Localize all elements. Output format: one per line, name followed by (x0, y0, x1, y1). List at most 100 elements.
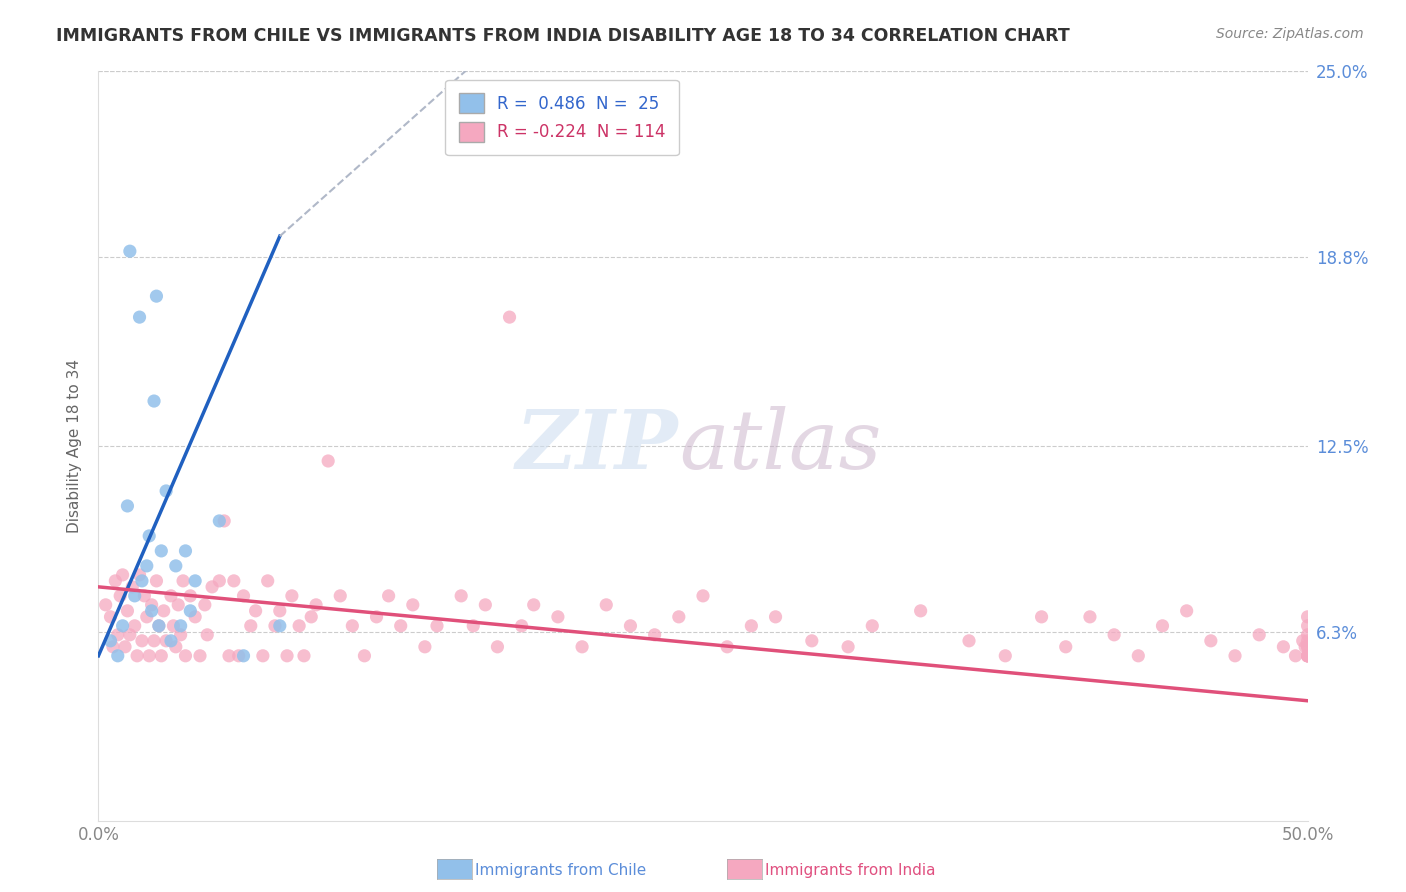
Point (1296, 648, 1319, 663)
Point (316, 454, 339, 468)
Point (138, 648, 160, 663)
Point (208, 514, 231, 528)
Point (131, 633, 153, 648)
Point (1249, 628, 1271, 642)
Point (138, 529, 160, 543)
Point (668, 610, 690, 624)
Point (111, 567, 134, 582)
Text: IMMIGRANTS FROM CHILE VS IMMIGRANTS FROM INDIA DISABILITY AGE 18 TO 34 CORRELATI: IMMIGRANTS FROM CHILE VS IMMIGRANTS FROM… (56, 27, 1070, 45)
Point (389, 619, 412, 633)
Point (169, 628, 191, 642)
Point (1102, 628, 1125, 642)
Point (474, 598, 496, 612)
Point (1296, 633, 1319, 648)
Point (201, 580, 224, 594)
Point (1296, 640, 1319, 654)
Point (413, 640, 436, 654)
Point (1296, 648, 1319, 663)
Text: ZIP: ZIP (516, 406, 679, 486)
Point (195, 628, 218, 642)
Point (228, 648, 250, 663)
Point (1284, 648, 1306, 663)
Point (155, 483, 177, 498)
Point (148, 619, 170, 633)
Point (179, 589, 201, 603)
Point (143, 394, 166, 409)
Point (104, 574, 127, 588)
Point (239, 619, 262, 633)
Point (1296, 610, 1319, 624)
Point (910, 604, 932, 618)
Point (212, 514, 235, 528)
Point (1292, 633, 1315, 648)
Point (571, 640, 593, 654)
Point (222, 574, 245, 588)
Point (155, 633, 177, 648)
Point (740, 619, 762, 633)
Point (1296, 640, 1319, 654)
Point (208, 574, 231, 588)
Text: Immigrants from Chile: Immigrants from Chile (475, 863, 647, 878)
Point (800, 633, 823, 648)
Point (184, 610, 207, 624)
Point (124, 619, 146, 633)
Point (134, 589, 156, 603)
Point (152, 604, 174, 618)
Point (245, 604, 267, 618)
Point (150, 544, 173, 558)
Point (100, 610, 122, 624)
Point (264, 619, 287, 633)
Point (1128, 648, 1150, 663)
Point (107, 628, 129, 642)
Point (232, 648, 254, 663)
Point (128, 310, 150, 325)
Point (1272, 640, 1295, 654)
Point (121, 580, 143, 594)
Point (160, 589, 183, 603)
Point (486, 640, 509, 654)
Point (269, 619, 291, 633)
Point (172, 574, 194, 588)
Point (124, 589, 146, 603)
Point (118, 244, 141, 259)
Point (366, 610, 388, 624)
Point (143, 633, 166, 648)
Text: Source: ZipAtlas.com: Source: ZipAtlas.com (1216, 27, 1364, 41)
Point (619, 619, 641, 633)
Point (184, 574, 207, 588)
Point (860, 619, 883, 633)
Point (1296, 619, 1319, 633)
Point (1175, 604, 1198, 618)
Point (135, 610, 157, 624)
Point (299, 610, 322, 624)
Point (765, 610, 787, 624)
Point (94, 598, 117, 612)
Point (1296, 648, 1319, 663)
Point (117, 604, 139, 618)
Point (1054, 640, 1077, 654)
Point (145, 574, 167, 588)
Point (547, 610, 569, 624)
Point (131, 574, 153, 588)
Point (179, 604, 201, 618)
Point (148, 619, 170, 633)
Point (1296, 648, 1319, 663)
Point (716, 640, 738, 654)
Point (402, 598, 425, 612)
Point (118, 628, 141, 642)
Point (1296, 648, 1319, 663)
Point (463, 619, 485, 633)
Point (377, 589, 399, 603)
Point (150, 648, 173, 663)
Text: Immigrants from India: Immigrants from India (765, 863, 935, 878)
Point (342, 619, 364, 633)
Point (169, 619, 191, 633)
Point (252, 648, 274, 663)
Y-axis label: Disability Age 18 to 34: Disability Age 18 to 34 (67, 359, 83, 533)
Point (135, 558, 157, 573)
Point (194, 598, 217, 612)
Point (288, 619, 311, 633)
Point (127, 648, 149, 663)
Point (141, 598, 163, 612)
Point (1152, 619, 1174, 633)
